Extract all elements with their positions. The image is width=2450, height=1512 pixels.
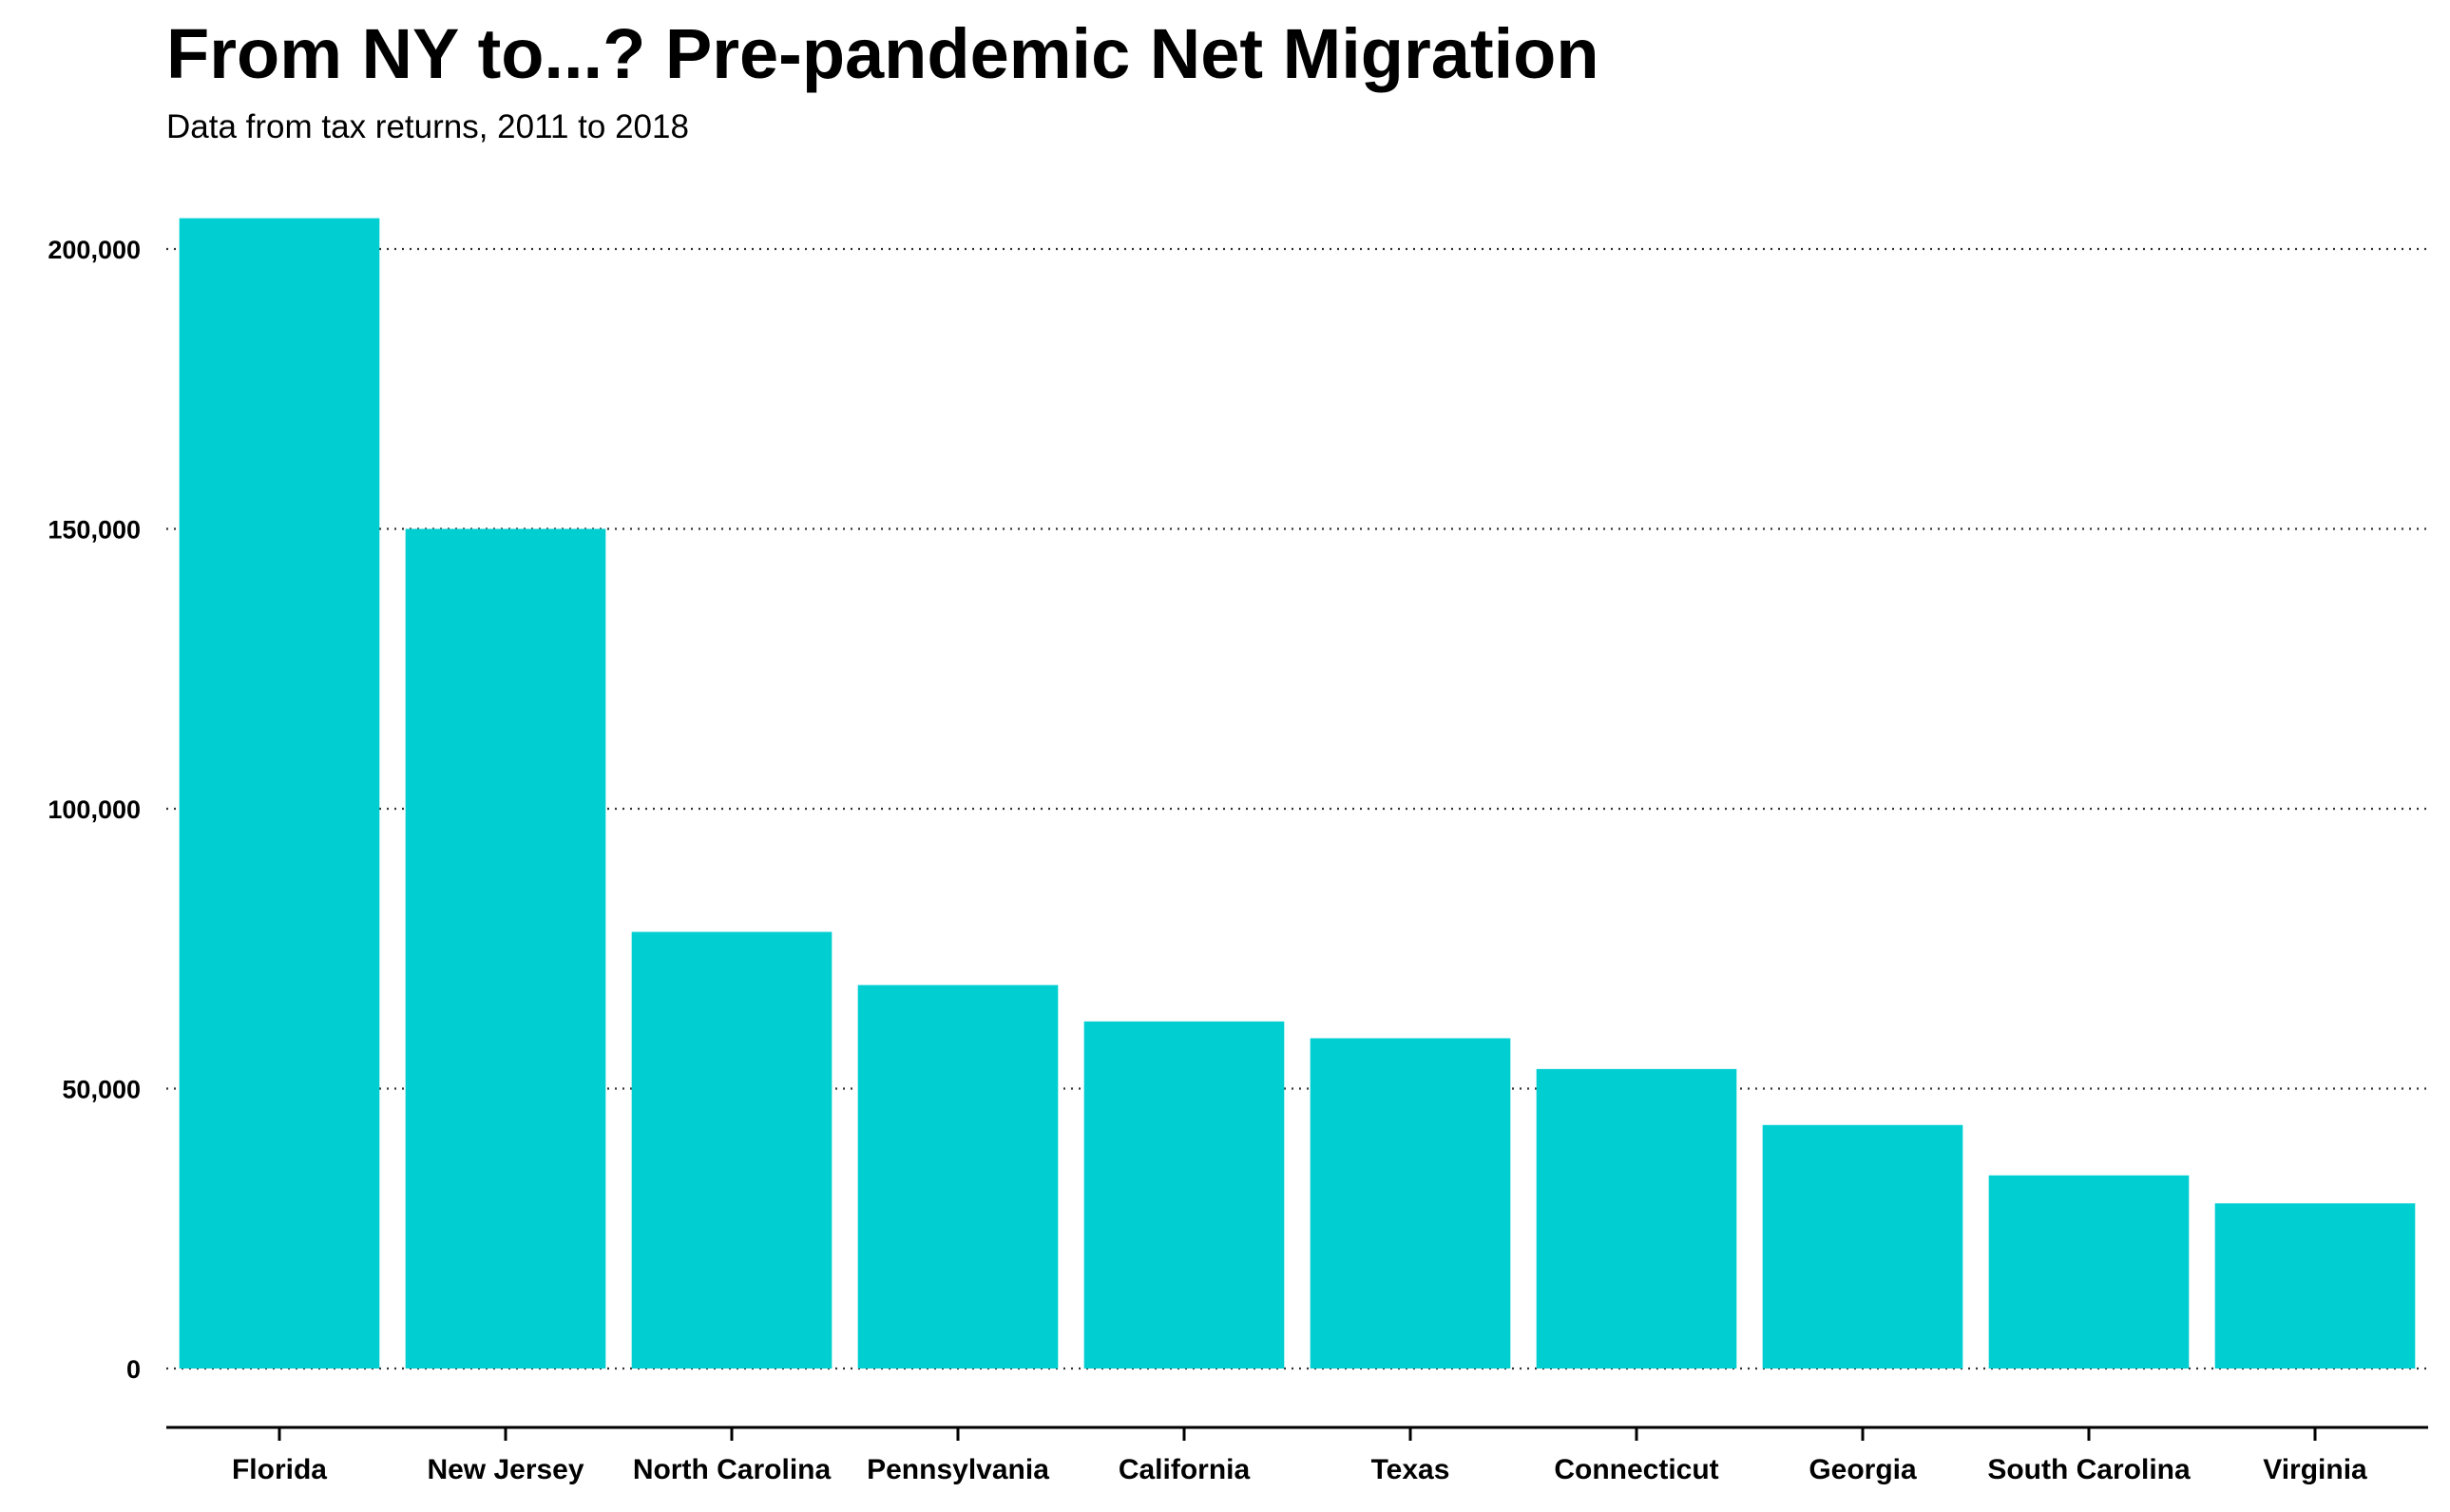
y-tick-label: 150,000	[48, 516, 141, 545]
x-tick-label: Florida	[232, 1454, 327, 1485]
bar	[1083, 1021, 1285, 1368]
y-tick-label: 100,000	[48, 795, 141, 824]
bar	[405, 528, 606, 1368]
x-tick-label: Pennsylvania	[867, 1454, 1049, 1485]
x-tick-label: Georgia	[1809, 1454, 1917, 1485]
x-tick-label: South Carolina	[1987, 1454, 2191, 1485]
x-tick-label: California	[1119, 1454, 1251, 1485]
y-tick-label: 200,000	[48, 236, 141, 264]
x-tick-label: North Carolina	[633, 1454, 832, 1485]
y-tick-label: 50,000	[62, 1076, 141, 1104]
x-tick-label: Connecticut	[1554, 1454, 1718, 1485]
bar	[1310, 1038, 1511, 1368]
bar	[2214, 1203, 2416, 1368]
bar	[1762, 1124, 1963, 1368]
y-axis-ticks: 0 50,000 100,000 150,000 200,000	[48, 236, 141, 1384]
bar	[179, 218, 380, 1369]
bar	[857, 985, 1059, 1368]
bars	[179, 218, 2416, 1369]
y-tick-label: 0	[126, 1355, 141, 1384]
x-tick-label: Texas	[1371, 1454, 1450, 1485]
bar	[1536, 1068, 1737, 1368]
x-tick-label: Virginia	[2263, 1454, 2367, 1485]
x-axis	[166, 1426, 2428, 1441]
chart-subtitle: Data from tax returns, 2011 to 2018	[166, 108, 689, 145]
bar	[631, 931, 833, 1368]
x-tick-label: New Jersey	[427, 1454, 584, 1485]
x-axis-labels: Florida New Jersey North Carolina Pennsylva…	[232, 1454, 2367, 1485]
bar	[1988, 1175, 2190, 1368]
chart-title: From NY to...? Pre-pandemic Net Migratio…	[166, 14, 1599, 93]
